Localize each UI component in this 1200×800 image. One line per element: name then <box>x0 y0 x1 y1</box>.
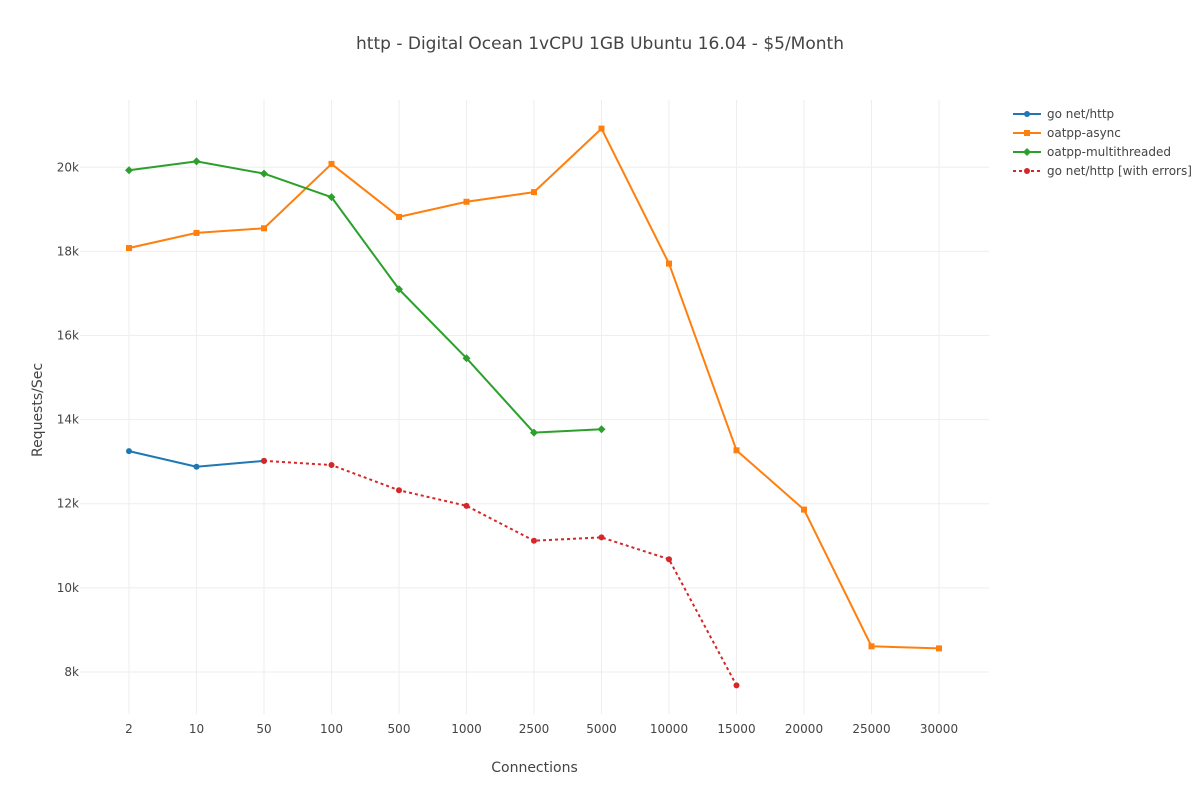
y-gridlines <box>80 166 989 673</box>
legend-marker-go-net-http[interactable] <box>1024 111 1030 117</box>
point-oatpp-multithreaded-50[interactable] <box>260 169 268 178</box>
point-oatpp-async-5000[interactable] <box>598 125 605 132</box>
point-oatpp-async-2[interactable] <box>126 245 132 252</box>
point-oatpp-multithreaded-2[interactable] <box>125 166 133 175</box>
x-tick-25000: 25000 <box>852 722 890 736</box>
legend-item-oatpp-multithreaded[interactable]: oatpp-multithreaded <box>1013 145 1171 159</box>
point-oatpp-multithreaded-10[interactable] <box>192 157 201 166</box>
point-oatpp-async-25000[interactable] <box>868 643 875 650</box>
point-go-net-http-with-errors-10000[interactable] <box>666 556 672 563</box>
legend-item-oatpp-async[interactable]: oatpp-async <box>1013 126 1121 140</box>
y-tick-16k: 16k <box>57 329 79 343</box>
point-go-net-http-with-errors-50[interactable] <box>261 457 267 464</box>
point-oatpp-async-50[interactable] <box>261 225 267 232</box>
x-tick-500: 500 <box>388 722 411 736</box>
point-oatpp-async-30000[interactable] <box>936 645 942 652</box>
point-go-net-http-with-errors-15000[interactable] <box>733 682 740 689</box>
point-go-net-http-with-errors-1000[interactable] <box>463 502 470 509</box>
point-oatpp-async-100[interactable] <box>328 160 335 167</box>
point-oatpp-multithreaded-100[interactable] <box>327 193 336 202</box>
point-oatpp-multithreaded-5000[interactable] <box>597 425 606 434</box>
series-line-oatpp-multithreaded <box>128 160 602 434</box>
legend[interactable]: go net/http oatpp-async oatpp-multithreade… <box>1013 107 1192 178</box>
point-oatpp-async-1000[interactable] <box>463 198 470 205</box>
point-oatpp-multithreaded-2500[interactable] <box>530 428 538 437</box>
point-go-net-http-with-errors-100[interactable] <box>328 462 335 469</box>
y-tick-14k: 14k <box>57 413 79 427</box>
legend-label-go-net-http: go net/http <box>1047 107 1114 121</box>
legend-marker-oatpp-multithreaded[interactable] <box>1023 148 1031 156</box>
x-tick-labels: 2 10 50 100 500 1000 2500 5000 10000 15000 20000 25… <box>125 722 958 736</box>
legend-label-go-net-http-with-errors: go net/http [with errors] <box>1047 164 1192 178</box>
x-tick-2: 2 <box>125 722 133 736</box>
y-tick-10k: 10k <box>57 581 79 595</box>
legend-label-oatpp-async: oatpp-async <box>1047 126 1121 140</box>
x-tick-10: 10 <box>189 722 204 736</box>
y-tick-20k: 20k <box>57 160 79 174</box>
point-oatpp-async-500[interactable] <box>396 213 402 220</box>
series-line-go-net-http-with-errors <box>263 459 738 686</box>
y-tick-8k: 8k <box>64 665 79 679</box>
point-go-net-http-with-errors-2500[interactable] <box>531 537 537 544</box>
x-tick-2500: 2500 <box>519 722 550 736</box>
x-tick-15000: 15000 <box>717 722 755 736</box>
x-tick-20000: 20000 <box>785 722 823 736</box>
y-axis-title: Requests/Sec <box>30 363 46 457</box>
y-tick-labels: 8k 10k 12k 14k 16k 18k 20k <box>57 160 79 679</box>
legend-item-go-net-http-with-errors[interactable]: go net/http [with errors] <box>1013 164 1192 178</box>
point-oatpp-async-2500[interactable] <box>531 189 537 196</box>
x-tick-30000: 30000 <box>920 722 958 736</box>
x-tick-100: 100 <box>320 722 343 736</box>
point-oatpp-multithreaded-500[interactable] <box>395 285 403 294</box>
x-tick-5000: 5000 <box>586 722 617 736</box>
point-go-net-http-with-errors-5000[interactable] <box>598 534 605 541</box>
legend-marker-go-net-http-with-errors[interactable] <box>1024 168 1030 174</box>
point-oatpp-async-15000[interactable] <box>733 447 740 454</box>
legend-item-go-net-http[interactable]: go net/http <box>1013 107 1114 121</box>
x-tick-10000: 10000 <box>650 722 688 736</box>
x-tick-50: 50 <box>256 722 271 736</box>
series-oatpp-multithreaded <box>125 157 606 437</box>
point-oatpp-async-20000[interactable] <box>801 506 807 513</box>
legend-marker-oatpp-async[interactable] <box>1024 130 1030 136</box>
chart-title: http - Digital Ocean 1vCPU 1GB Ubuntu 16… <box>356 34 844 54</box>
x-tick-1000: 1000 <box>451 722 482 736</box>
series-go-net-http-with-errors <box>261 457 740 689</box>
point-go-net-http-10[interactable] <box>193 463 200 470</box>
series-oatpp-async <box>126 125 942 652</box>
point-oatpp-async-10[interactable] <box>193 229 200 236</box>
point-oatpp-async-10000[interactable] <box>666 260 672 267</box>
series-layer <box>125 125 942 689</box>
y-tick-12k: 12k <box>57 497 79 511</box>
point-oatpp-multithreaded-1000[interactable] <box>462 354 471 363</box>
y-tick-18k: 18k <box>57 244 79 258</box>
point-go-net-http-with-errors-500[interactable] <box>396 487 402 494</box>
point-go-net-http-2[interactable] <box>126 448 132 455</box>
x-axis-title: Connections <box>491 760 578 776</box>
legend-label-oatpp-multithreaded: oatpp-multithreaded <box>1047 145 1171 159</box>
